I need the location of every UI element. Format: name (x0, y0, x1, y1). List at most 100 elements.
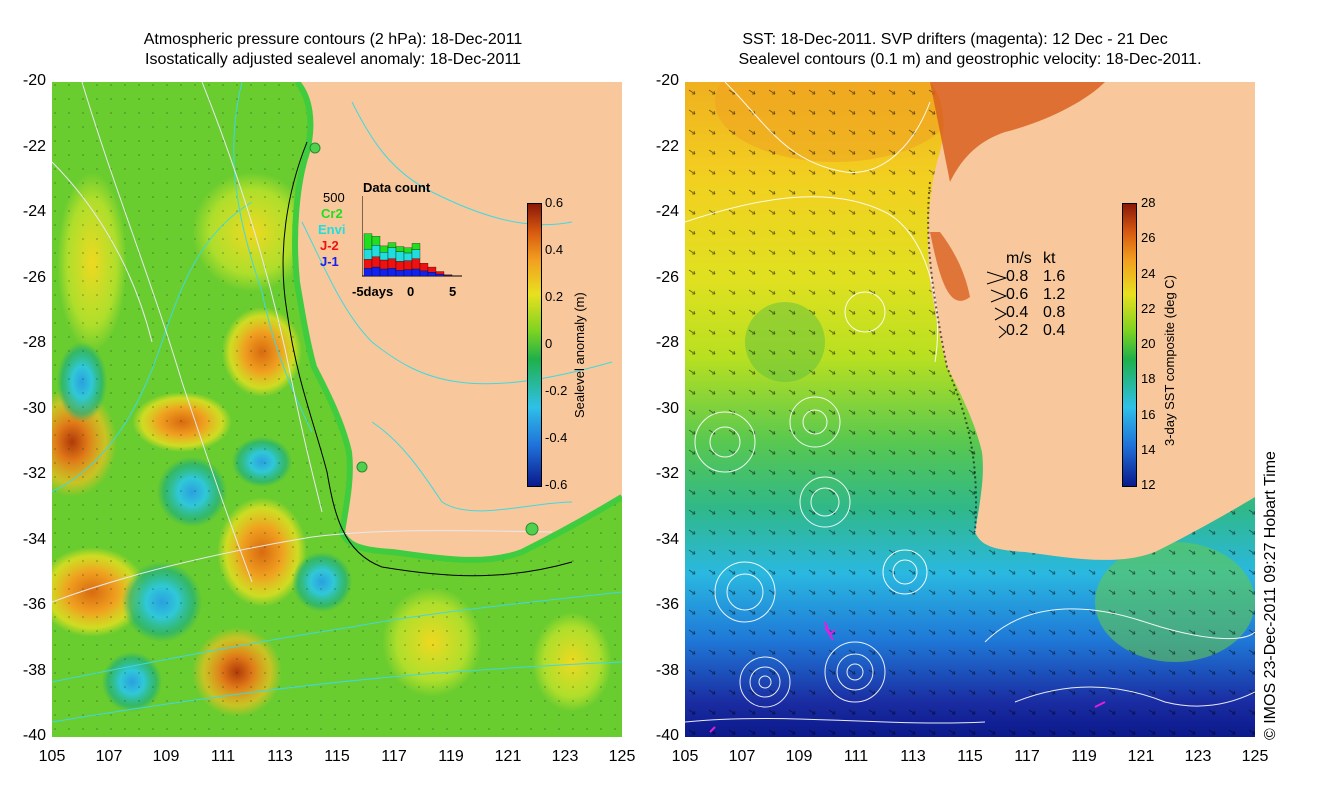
x-tick-label: 115 (957, 748, 983, 765)
count-bar-j2 (411, 258, 421, 270)
count-bar-cr2 (403, 247, 413, 254)
speed-legend-ms: 0.2 (1006, 322, 1029, 339)
count-bar-j2 (427, 266, 437, 273)
count-bar-envi (379, 252, 389, 261)
coastal-current-vectors (927, 181, 977, 533)
colorbar-tick-label: 0 (545, 336, 553, 351)
speed-legend-kt: 0.4 (1043, 322, 1066, 339)
count-bar-cr2 (395, 246, 405, 252)
count-bar-envi (363, 248, 373, 260)
y-tick-label: -22 (22, 137, 46, 155)
count-bar-cr2 (411, 243, 421, 250)
inset-xtick-zero: 0 (407, 284, 415, 299)
count-bar-envi (403, 252, 413, 261)
bathymetry-contour (52, 591, 622, 683)
speed-arrow-icon (994, 307, 1008, 321)
sst-colorbar (1122, 203, 1137, 487)
speed-legend-header-ms: m/s (1006, 250, 1032, 267)
y-tick-label: -26 (22, 268, 46, 286)
sst-colorbar-label: 3-day SST composite (deg C) (1162, 275, 1177, 446)
y-tick-label: -40 (22, 727, 46, 744)
y-tick-label: -40 (655, 727, 679, 744)
colorbar-tick-label: 14 (1141, 441, 1156, 457)
x-tick-label: 121 (494, 748, 522, 765)
y-tick-label: -36 (655, 596, 679, 613)
count-bar-j2 (435, 271, 445, 275)
right-title-line2: Sealevel contours (0.1 m) and geostrophi… (738, 51, 1202, 68)
count-bar-cr2 (371, 236, 381, 246)
sst-map (685, 82, 1255, 737)
count-bar-j1 (395, 270, 405, 277)
count-bar-j1 (387, 268, 397, 277)
y-tick-label: -34 (655, 530, 679, 548)
x-tick-label: 113 (900, 748, 926, 765)
x-tick-label: 123 (1184, 748, 1212, 765)
speed-arrow-icon (986, 271, 1008, 285)
warm-coastal-water (930, 82, 1105, 182)
tide-gauge-marker (525, 522, 539, 536)
count-bar-j1 (371, 266, 381, 277)
y-tick-label: -24 (655, 203, 679, 220)
y-tick-label: -30 (22, 399, 46, 417)
colorbar-tick-label: 0.2 (545, 289, 564, 304)
count-bar-j2 (387, 258, 397, 269)
bathymetry-contour (52, 201, 253, 493)
y-tick-label: -36 (22, 596, 46, 613)
x-tick-label: 107 (95, 748, 123, 765)
sealevel-colorbar-label: Sealevel anomaly (m) (572, 292, 587, 418)
inset-xtick-start: -5days (352, 284, 394, 299)
count-bar-cr2 (379, 245, 389, 253)
y-tick-label: -38 (22, 661, 46, 679)
speed-legend-kt: 0.8 (1043, 304, 1066, 321)
bathymetry-contour (52, 661, 622, 723)
x-tick-label: 119 (438, 748, 464, 765)
count-bar-j1 (427, 272, 437, 277)
speed-legend-header-kt: kt (1043, 250, 1056, 267)
colorbar-tick-label: -0.2 (545, 383, 568, 398)
count-bar-envi (411, 249, 421, 259)
y-tick-label: -20 (22, 72, 46, 89)
speed-legend-ms: 0.4 (1006, 304, 1029, 321)
x-tick-label: 111 (210, 748, 236, 765)
mission-label-j2: J-2 (320, 238, 339, 253)
colorbar-tick-label: 20 (1141, 336, 1156, 351)
sealevel-colorbar (527, 203, 542, 487)
count-bar-j2 (363, 259, 373, 269)
colorbar-tick-label: 16 (1141, 406, 1156, 422)
bathymetry-contour (233, 82, 313, 433)
bathymetry-contour (301, 221, 613, 385)
y-tick-label: -34 (22, 530, 46, 548)
count-bar-j2 (403, 260, 413, 270)
speed-legend-kt: 1.6 (1043, 268, 1066, 285)
colorbar-tick-label: 24 (1141, 265, 1156, 281)
count-bar-j1 (419, 270, 429, 277)
x-tick-label: 105 (671, 748, 699, 765)
count-bar-j1 (403, 269, 413, 277)
mission-label-j1: J-1 (320, 254, 339, 269)
y-tick-label: -24 (22, 203, 46, 220)
colorbar-tick-label: 0.4 (545, 242, 564, 257)
x-tick-label: 109 (785, 748, 813, 765)
count-bar-j1 (435, 273, 445, 277)
inset-xtick-end: 5 (449, 284, 457, 299)
x-tick-label: 105 (38, 748, 66, 765)
count-bar-j2 (443, 274, 453, 276)
mission-label-cr2: Cr2 (321, 206, 343, 221)
shelf-contour (282, 141, 573, 577)
count-bar-j1 (411, 268, 421, 277)
y-tick-label: -30 (655, 399, 679, 417)
speed-legend-ms: 0.8 (1006, 268, 1029, 285)
y-tick-label: -32 (22, 465, 46, 482)
x-tick-label: 117 (1014, 748, 1040, 765)
count-bar-j1 (379, 268, 389, 277)
colorbar-tick-label: -0.6 (545, 477, 568, 492)
y-tick-label: -32 (655, 465, 679, 482)
count-bar-envi (395, 251, 405, 262)
data-count-chart (362, 196, 462, 277)
pressure-contour (201, 82, 323, 513)
y-tick-label: -20 (655, 72, 679, 89)
pressure-contour (81, 82, 253, 583)
colorbar-tick-label: 0.6 (545, 195, 564, 210)
y-tick-label: -22 (655, 137, 679, 155)
count-bar-cr2 (363, 233, 373, 250)
